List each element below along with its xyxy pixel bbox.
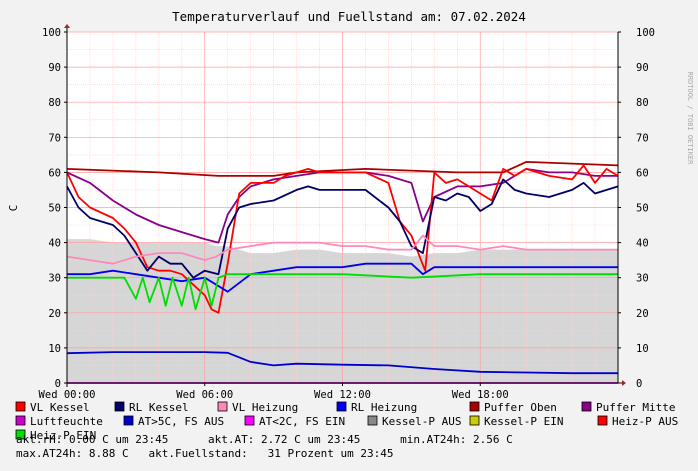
legend-item-heiz-p-ein: Heiz-P EIN [15, 429, 96, 442]
x-tick-label: Wed 12:00 [314, 389, 371, 401]
series-line-vl-heizung [66, 234, 618, 265]
x-tick-label: Wed 06:00 [176, 389, 233, 401]
legend-label: AT<2C, FS EIN [259, 415, 345, 428]
x-tick-label: Wed 18:00 [452, 389, 509, 401]
series-line-at-5c-fs-aus [66, 351, 618, 375]
legend-swatch [114, 401, 125, 412]
series-line-rl-kessel [66, 178, 619, 279]
y-tick-label-right: 0 [636, 378, 642, 390]
legend-swatch [244, 415, 255, 426]
legend-swatch [15, 401, 26, 412]
axis-layer: 0 0 10 10 20 20 30 30 40 40 50 50 60 60 70 70 80 80 90 90 10… [39, 24, 655, 401]
legend-item-puffer-mitte: Puffer Mitte [581, 401, 675, 414]
status-line-1: akt.rH: 0.00 C um 23:45 akt.AT: 2.72 C u… [16, 433, 513, 446]
y-tick-label-left: 0 [55, 378, 61, 390]
legend-swatch [15, 429, 26, 440]
y-tick-label-left: 20 [48, 308, 61, 320]
legend-item-kessel-p-aus: Kessel-P AUS [367, 415, 461, 428]
grid-layer [66, 31, 619, 384]
y-tick-label-left: 90 [48, 62, 61, 74]
y-tick-label-left: 100 [42, 27, 61, 39]
y-tick-label-right: 10 [636, 343, 649, 355]
x-tick-label: Wed 00:00 [39, 389, 96, 401]
legend-label: Luftfeuchte [30, 415, 103, 428]
legend-item-luftfeuchte: Luftfeuchte [15, 415, 103, 428]
legend-label: Puffer Mitte [596, 401, 675, 414]
chart-title: Temperaturverlauf und Fuellstand am: 07.… [172, 9, 526, 24]
y-tick-label-right: 50 [636, 203, 649, 215]
series-line-puffer-oben [66, 160, 619, 177]
y-tick-label-right: 30 [636, 273, 649, 285]
y-tick-label-right: 20 [636, 308, 649, 320]
legend-label: VL Heizung [232, 401, 298, 414]
y-tick-label-left: 10 [48, 343, 61, 355]
legend-swatch [367, 415, 378, 426]
legend-item-kessel-p-ein: Kessel-P EIN [469, 415, 563, 428]
legend-swatch [336, 401, 347, 412]
y-tick-label-right: 100 [636, 27, 655, 39]
legend-item-at-5c-fs-aus: AT>5C, FS AUS [123, 415, 224, 428]
legend-swatch [469, 401, 480, 412]
legend-swatch [123, 415, 134, 426]
legend-item-rl-kessel: RL Kessel [114, 401, 189, 414]
legend-label: VL Kessel [30, 401, 90, 414]
legend-swatch [217, 401, 228, 412]
legend-label: Puffer Oben [484, 401, 557, 414]
legend-item-at-2c-fs-ein: AT<2C, FS EIN [244, 415, 345, 428]
y-tick-label-right: 80 [636, 97, 649, 109]
series-line-vl-kessel [66, 164, 619, 314]
legend-item-puffer-oben: Puffer Oben [469, 401, 557, 414]
legend-swatch [597, 415, 608, 426]
legend: VL Kessel RL Kessel VL Heizung RL Heizung Pu… [15, 401, 678, 442]
legend-item-vl-heizung: VL Heizung [217, 401, 298, 414]
status-line-2: max.AT24h: 8.88 C akt.Fuellstand: 31 Pro… [16, 447, 394, 460]
y-tick-label-left: 40 [48, 238, 61, 250]
y-tick-label-right: 70 [636, 132, 649, 144]
legend-label: Kessel-P EIN [484, 415, 563, 428]
y-tick-label-left: 30 [48, 273, 61, 285]
legend-label: RL Kessel [129, 401, 189, 414]
legend-label: RL Heizung [351, 401, 417, 414]
series-line-heiz-p-ein [67, 273, 618, 311]
legend-swatch [469, 415, 480, 426]
legend-label: AT>5C, FS AUS [138, 415, 224, 428]
x-axis-arrow [622, 380, 626, 386]
y-tick-label-left: 80 [48, 97, 61, 109]
watermark: RRDTOOL / TOBI OETIKER [686, 72, 694, 166]
legend-item-vl-kessel: VL Kessel [15, 401, 90, 414]
legend-swatch [581, 401, 592, 412]
legend-item-heiz-p-aus: Heiz-P AUS [597, 415, 678, 428]
y-axis-label: C [7, 205, 20, 212]
y-tick-label-right: 40 [636, 238, 649, 250]
legend-label: Kessel-P AUS [382, 415, 461, 428]
legend-item-rl-heizung: RL Heizung [336, 401, 417, 414]
legend-swatch [15, 415, 26, 426]
y-tick-label-left: 60 [48, 167, 61, 179]
series-line-rl-heizung [67, 262, 618, 293]
y-axis-arrow [64, 24, 70, 28]
y-tick-label-left: 50 [48, 203, 61, 215]
y-tick-label-right: 90 [636, 62, 649, 74]
y-tick-label-left: 70 [48, 132, 61, 144]
legend-label: Heiz-P AUS [612, 415, 678, 428]
legend-label: Heiz-P EIN [30, 429, 96, 442]
y-tick-label-right: 60 [636, 167, 649, 179]
